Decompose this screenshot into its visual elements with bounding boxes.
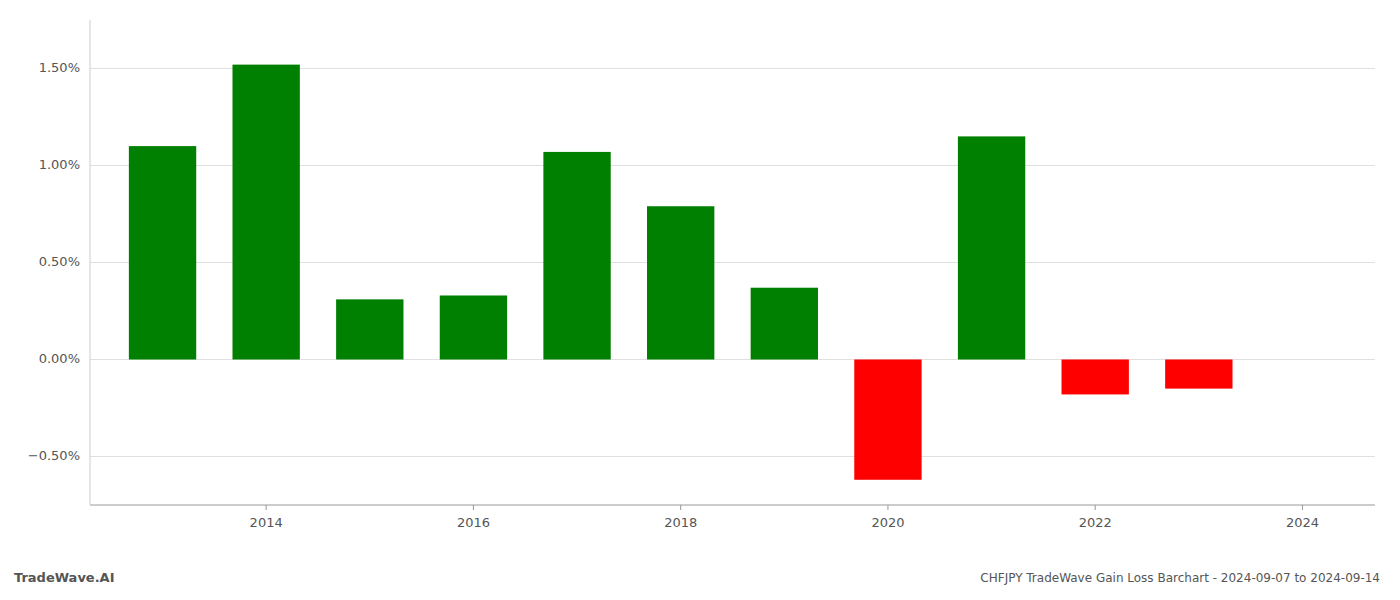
bar bbox=[958, 136, 1025, 359]
x-tick bbox=[680, 505, 681, 510]
bars bbox=[129, 65, 1233, 480]
x-tick bbox=[887, 505, 888, 510]
x-tick bbox=[266, 505, 267, 510]
watermark: TradeWave.AI bbox=[14, 570, 115, 585]
chart: −0.50% 0.00% 0.50% 1.00% 1.50% 2014 2016 2018 20… bbox=[0, 0, 1400, 600]
bar bbox=[440, 295, 507, 359]
y-tick-label: −0.50% bbox=[28, 448, 80, 463]
grid-line bbox=[90, 456, 1375, 457]
title: CHFJPY TradeWave Gain Loss Barchart - 20… bbox=[980, 571, 1380, 585]
x-axis-line bbox=[90, 505, 1375, 506]
bar bbox=[336, 299, 403, 359]
x-tick bbox=[1095, 505, 1096, 510]
bar bbox=[232, 65, 299, 360]
bar bbox=[543, 152, 610, 360]
x-tick-label: 2022 bbox=[1079, 515, 1112, 530]
y-tick-label: 1.00% bbox=[39, 157, 80, 172]
bar bbox=[854, 360, 921, 480]
y-tick-label: 0.50% bbox=[39, 254, 80, 269]
y-axis-line bbox=[90, 20, 91, 505]
bar bbox=[751, 288, 818, 360]
x-tick-label: 2016 bbox=[457, 515, 490, 530]
x-tick-label: 2024 bbox=[1286, 515, 1319, 530]
x-tick bbox=[1302, 505, 1303, 510]
y-tick-label: 1.50% bbox=[39, 60, 80, 75]
x-tick-label: 2018 bbox=[664, 515, 697, 530]
y-tick-label: 0.00% bbox=[39, 351, 80, 366]
bar bbox=[1062, 360, 1129, 395]
background bbox=[0, 0, 1400, 600]
x-tick-label: 2020 bbox=[871, 515, 904, 530]
bar bbox=[647, 206, 714, 359]
bar bbox=[1165, 360, 1232, 389]
x-tick-label: 2014 bbox=[250, 515, 283, 530]
x-tick bbox=[473, 505, 474, 510]
bar bbox=[129, 146, 196, 359]
